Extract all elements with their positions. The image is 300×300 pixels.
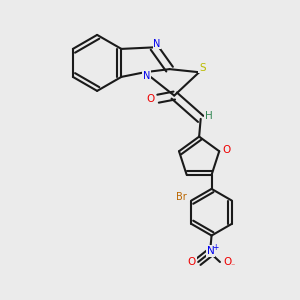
Text: ⁻: ⁻: [231, 261, 235, 270]
Text: O: O: [188, 257, 196, 267]
Text: N: N: [142, 71, 150, 81]
Text: O: O: [224, 257, 232, 267]
Text: N: N: [153, 39, 161, 49]
Text: S: S: [199, 63, 206, 73]
Text: O: O: [147, 94, 155, 104]
Text: H: H: [205, 111, 212, 122]
Text: +: +: [212, 243, 219, 252]
Text: Br: Br: [176, 192, 187, 202]
Text: O: O: [222, 145, 230, 155]
Text: N: N: [207, 246, 214, 256]
